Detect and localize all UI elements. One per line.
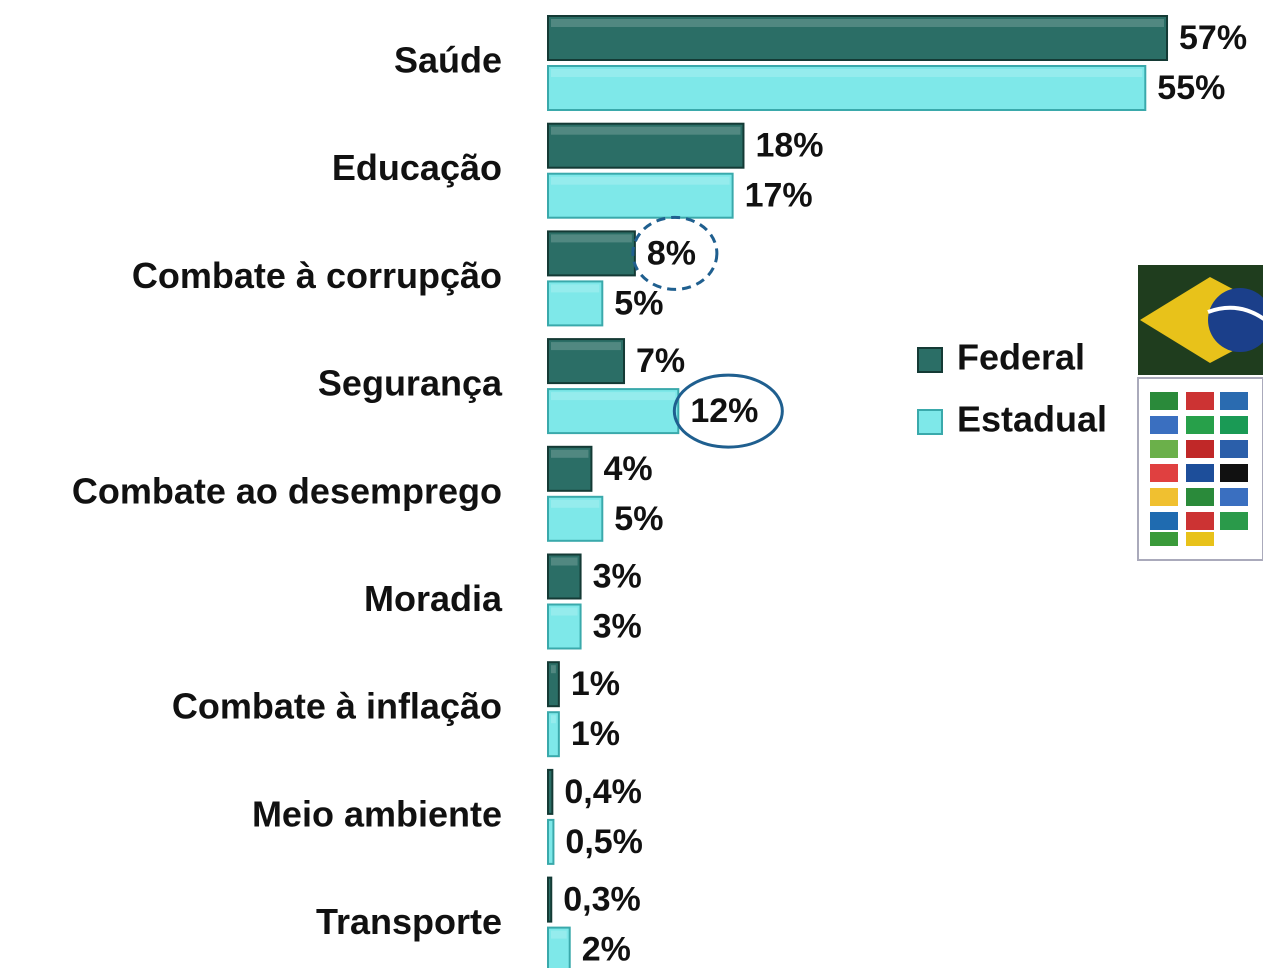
value-label: 0,4%	[564, 773, 642, 811]
value-label: 57%	[1179, 19, 1247, 57]
value-label: 1%	[571, 715, 620, 753]
category-label: Meio ambiente	[252, 793, 502, 834]
legend-label: Estadual	[957, 399, 1107, 440]
bar	[548, 770, 552, 814]
bar-highlight	[551, 127, 740, 135]
category-label: Combate à inflação	[172, 686, 502, 727]
category-label: Saúde	[394, 40, 502, 81]
category-label: Moradia	[364, 578, 503, 619]
state-flags	[1138, 378, 1263, 560]
value-label: 0,5%	[565, 823, 643, 861]
bar-highlight	[551, 558, 578, 566]
value-label: 3%	[593, 557, 642, 595]
bar-highlight	[551, 177, 730, 185]
value-label: 4%	[603, 450, 652, 488]
category-label: Combate ao desemprego	[72, 470, 502, 511]
category-label: Transporte	[316, 901, 502, 942]
bar-highlight	[551, 19, 1164, 27]
value-label: 3%	[593, 607, 642, 645]
bar-highlight	[551, 69, 1142, 77]
bar-highlight	[551, 284, 599, 292]
bar-highlight	[551, 665, 556, 673]
bar-highlight	[551, 931, 567, 939]
value-label: 5%	[614, 284, 663, 322]
category-label: Educação	[332, 147, 502, 188]
bar-highlight	[551, 392, 675, 400]
value-label: 0,3%	[563, 881, 641, 919]
bar-highlight	[551, 450, 588, 458]
value-label: 17%	[745, 177, 813, 215]
value-label: 55%	[1157, 69, 1225, 107]
bar	[548, 820, 553, 864]
brazil-flag	[1138, 265, 1263, 375]
bar	[548, 878, 551, 922]
value-label: 1%	[571, 665, 620, 703]
bar-highlight	[551, 342, 621, 350]
value-label: 2%	[582, 931, 631, 968]
category-label: Combate à corrupção	[132, 255, 502, 296]
legend-swatch	[918, 348, 942, 372]
bar-highlight	[551, 234, 632, 242]
bar-highlight	[551, 608, 578, 616]
value-label: 7%	[636, 342, 685, 380]
bar-highlight	[551, 715, 556, 723]
value-label: 12%	[690, 392, 758, 430]
bar-highlight	[551, 500, 599, 508]
chart: Saúde 57% 55% Educação 18% 17% Combate à corru…	[0, 0, 1263, 968]
value-label: 5%	[614, 500, 663, 538]
legend-swatch	[918, 410, 942, 434]
value-label: 18%	[755, 127, 823, 165]
value-label: 8%	[647, 234, 696, 272]
legend-label: Federal	[957, 337, 1085, 378]
category-label: Segurança	[318, 363, 503, 404]
